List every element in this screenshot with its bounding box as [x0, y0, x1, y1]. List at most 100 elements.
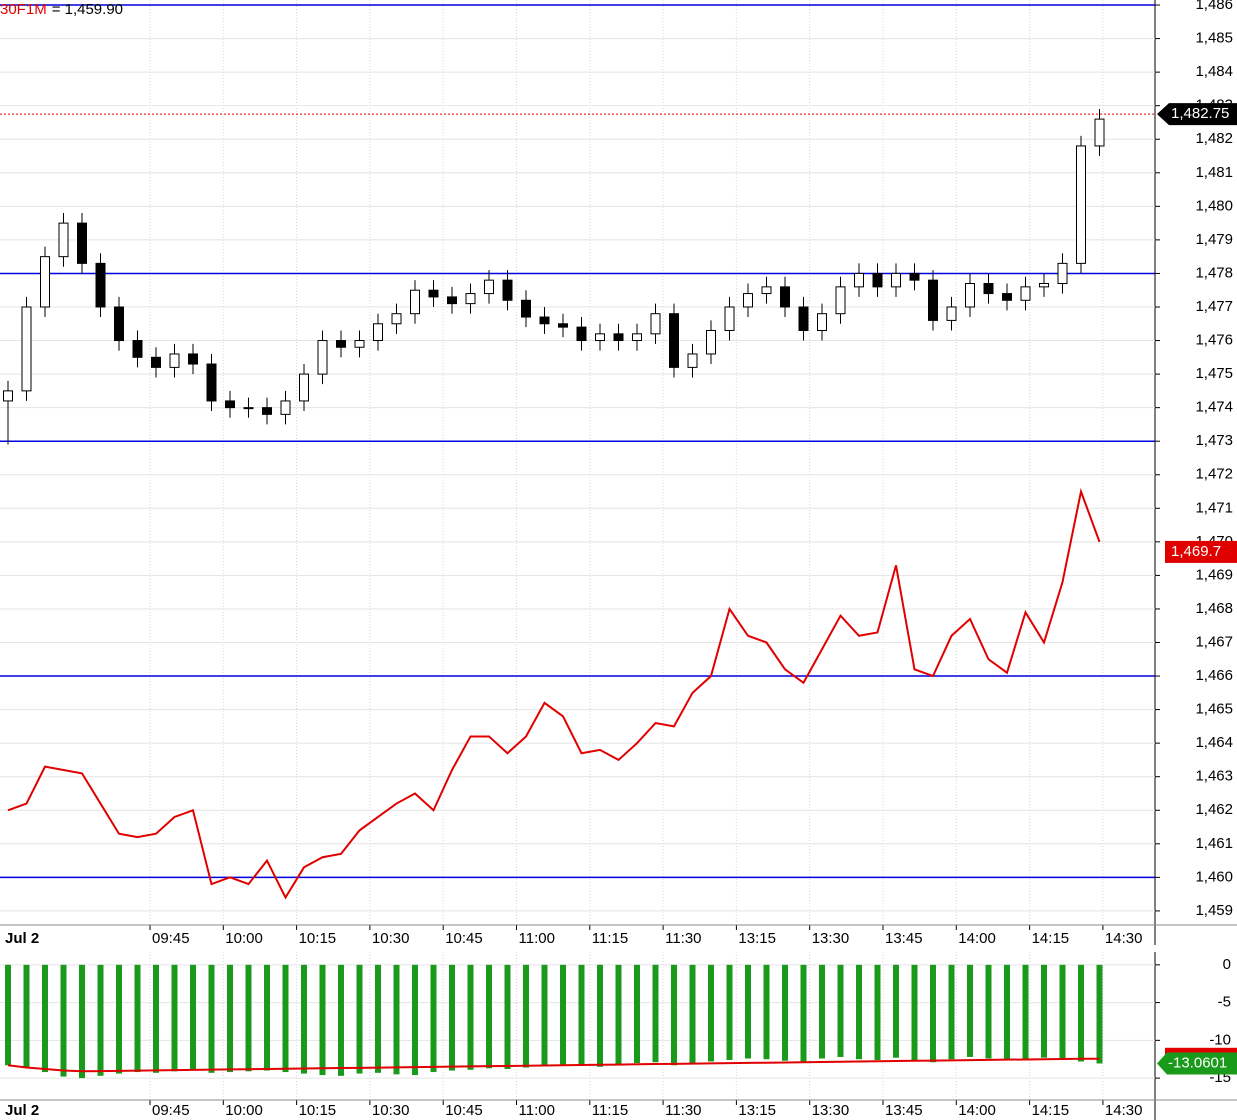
x-tick-label: 09:45 [152, 930, 190, 947]
x-tick-label: 13:30 [812, 1102, 850, 1119]
y-tick-label: 1,480 [1195, 197, 1233, 214]
x-tick-label: 13:15 [738, 930, 776, 947]
histogram-bar [486, 964, 492, 1069]
tag-shape [1157, 103, 1237, 126]
y-tick-label: 1,485 [1195, 30, 1233, 47]
candle-body [576, 326, 587, 342]
histogram-bar [208, 964, 215, 1073]
histogram-bar [856, 964, 862, 1060]
histogram-bar [523, 964, 529, 1068]
candle-body [632, 333, 642, 342]
tag-label: 1,482.75 [1171, 105, 1229, 122]
histogram-bar [375, 964, 381, 1073]
y-tick-label: 1,463 [1195, 768, 1233, 785]
candle-body [299, 373, 309, 402]
y-tick-label: 1,486 [1195, 0, 1233, 13]
x-tick-label: 14:00 [958, 1102, 996, 1119]
y-tick-label: 1,484 [1195, 63, 1233, 80]
y-tick-label: 1,461 [1195, 835, 1233, 852]
histogram-bar [1096, 964, 1103, 1064]
candle-body [669, 313, 679, 368]
line-last-tag: 1,469.7 [1165, 540, 1237, 563]
histogram-bar [967, 964, 973, 1057]
candle-body [706, 329, 716, 355]
candle-body [687, 353, 698, 368]
y-tick-label: 1,472 [1195, 466, 1233, 483]
candle-body [891, 272, 901, 288]
candle-body [909, 272, 920, 281]
candle-body [835, 286, 846, 315]
candle-body [95, 262, 106, 308]
histogram-bar [615, 964, 622, 1065]
candle-body [928, 279, 938, 321]
candle-body [465, 293, 476, 305]
histogram-bar [560, 964, 566, 1065]
candle-body [280, 400, 291, 415]
y-tick-label: 1,471 [1195, 499, 1233, 516]
y-tick-label: 1,475 [1195, 365, 1233, 382]
histogram-bar [227, 964, 233, 1073]
histogram-bar [42, 964, 48, 1073]
histogram-bar [911, 964, 918, 1060]
histogram-bar [745, 964, 751, 1059]
symbol: 30F1M [0, 1, 47, 18]
tag-shape [1157, 1052, 1237, 1075]
candle-body [354, 340, 365, 348]
x-tick-label: 13:30 [812, 930, 850, 947]
y-tick-label: 1,479 [1195, 231, 1233, 248]
symbol-value: = 1,459.90 [52, 1, 123, 18]
histogram-bar [264, 964, 270, 1071]
x-tick-label: 14:15 [1032, 1102, 1070, 1119]
y-tick-label: 1,467 [1195, 633, 1233, 650]
y-tick-label: 1,466 [1195, 667, 1233, 684]
candle-body [317, 340, 328, 375]
y-tick-label: 1,473 [1195, 432, 1233, 449]
candle-body [965, 283, 975, 308]
candle-body [1057, 262, 1068, 285]
indicator-line [7, 487, 1101, 900]
candle-body [817, 313, 827, 331]
x-tick-label: 10:45 [445, 930, 483, 947]
histogram-bar [282, 964, 289, 1073]
histogram-bar [597, 964, 603, 1067]
candle-body [391, 313, 402, 325]
y-tick-label: 0 [1223, 956, 1231, 973]
candle-body [872, 272, 883, 288]
histogram-bar [689, 964, 696, 1064]
candle-body [188, 353, 198, 365]
histogram-bar [134, 964, 141, 1073]
histogram-bar [893, 964, 899, 1058]
histogram-bar [819, 964, 825, 1059]
histogram-bar [449, 964, 455, 1071]
candle-body [724, 306, 735, 331]
candle-body [484, 279, 494, 295]
x-tick-label: 10:45 [445, 1102, 483, 1119]
candle-body [336, 340, 346, 348]
histogram-bar [60, 964, 67, 1077]
candle-body [798, 306, 809, 331]
histogram-bar [504, 964, 511, 1070]
candle-body [558, 323, 568, 328]
histogram-bar [1059, 964, 1066, 1060]
y-tick-label: 1,474 [1195, 399, 1233, 416]
y-tick-label: -10 [1209, 1031, 1231, 1048]
candle-body [243, 407, 254, 410]
signal-line [7, 1057, 1100, 1073]
candle-body [539, 316, 550, 325]
histogram-bar [153, 964, 159, 1073]
histogram-bar [578, 964, 585, 1067]
candle-body [77, 222, 87, 264]
histogram-bar [726, 964, 733, 1060]
histogram-bar [782, 964, 788, 1061]
histogram-bar [1041, 964, 1047, 1058]
histogram-bar [356, 964, 363, 1074]
histogram-bar [467, 964, 474, 1070]
candle-body [151, 356, 161, 368]
candle-body [743, 293, 753, 308]
y-tick-label: 1,460 [1195, 868, 1233, 885]
candle-body [650, 313, 661, 335]
histogram-bar [1004, 964, 1010, 1060]
candle-body [1094, 118, 1105, 147]
y-tick-label: 1,464 [1195, 734, 1233, 751]
histogram-bar [319, 964, 326, 1076]
